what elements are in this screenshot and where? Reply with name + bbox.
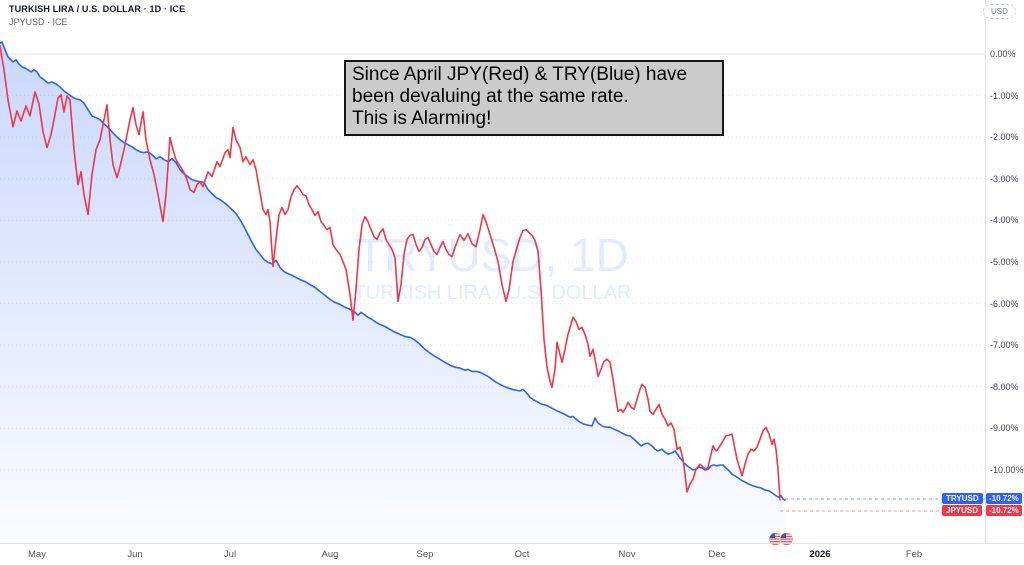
price-tick-label: -7.00% — [990, 340, 1019, 351]
chart-legend: TURKISH LIRA / U.S. DOLLAR · 1D · ICE JP… — [9, 4, 185, 27]
price-tick-label: -5.00% — [990, 257, 1019, 267]
time-tick-label: Sep — [416, 549, 434, 560]
annotation-note[interactable]: Since April JPY(Red) & TRY(Blue) have be… — [344, 60, 724, 136]
time-axis-border — [0, 543, 1024, 544]
price-tick-label: -8.00% — [990, 381, 1019, 392]
time-axis[interactable]: May Jun Jul Aug Sep Oct Nov Dec 2026 Feb — [0, 544, 1024, 565]
currency-unit-button[interactable]: USD — [983, 4, 1016, 19]
price-axis-border — [985, 0, 986, 543]
time-tick-label: 2026 — [809, 549, 831, 560]
annotation-line: been devaluing at the same rate. — [352, 86, 629, 107]
main-series-title[interactable]: TURKISH LIRA / U.S. DOLLAR · 1D · ICE — [9, 4, 186, 14]
annotation-line: This is Alarming! — [352, 108, 492, 129]
price-tick-label: -1.00% — [990, 90, 1019, 101]
jpyusd-series-tag: JPYUSD — [942, 505, 983, 516]
price-axis[interactable]: 0.00% -1.00% -2.00% -3.00% -4.00% -5.00% -6.00… — [986, 0, 1024, 543]
time-tick-label: Jul — [223, 549, 237, 560]
time-tick-label: Jun — [127, 549, 143, 560]
holiday-flag-markers[interactable] — [768, 531, 796, 547]
time-tick-label: Aug — [321, 549, 339, 560]
price-tick-label: -2.00% — [990, 132, 1019, 143]
price-tick-label: -4.00% — [990, 215, 1019, 226]
compare-series-title[interactable]: JPYUSD · ICE — [9, 17, 68, 27]
jpyusd-line[interactable] — [0, 45, 781, 501]
price-tick-label: -6.00% — [990, 298, 1019, 309]
time-tick-label: Nov — [618, 549, 636, 560]
annotation-line: Since April JPY(Red) & TRY(Blue) have — [352, 64, 688, 85]
price-tick-label: 0.00% — [990, 49, 1016, 59]
time-tick-label: Oct — [514, 549, 530, 560]
time-tick-label: Feb — [905, 549, 923, 560]
tryusd-series-tag: TRYUSD — [942, 493, 983, 504]
tryusd-value-badge: -10.72% — [986, 493, 1022, 504]
price-tick-label: -3.00% — [990, 173, 1019, 184]
tryusd-area-fill — [0, 41, 785, 544]
time-tick-label: May — [28, 549, 46, 560]
time-tick-label: Dec — [708, 549, 726, 560]
tryusd-line[interactable] — [0, 41, 786, 501]
us-flag-icon — [780, 532, 793, 546]
jpyusd-value-badge: -10.72% — [986, 505, 1022, 516]
price-tick-label: -9.00% — [990, 423, 1019, 434]
us-flag-icon — [769, 532, 782, 546]
price-tick-label: -10.00% — [990, 465, 1024, 475]
